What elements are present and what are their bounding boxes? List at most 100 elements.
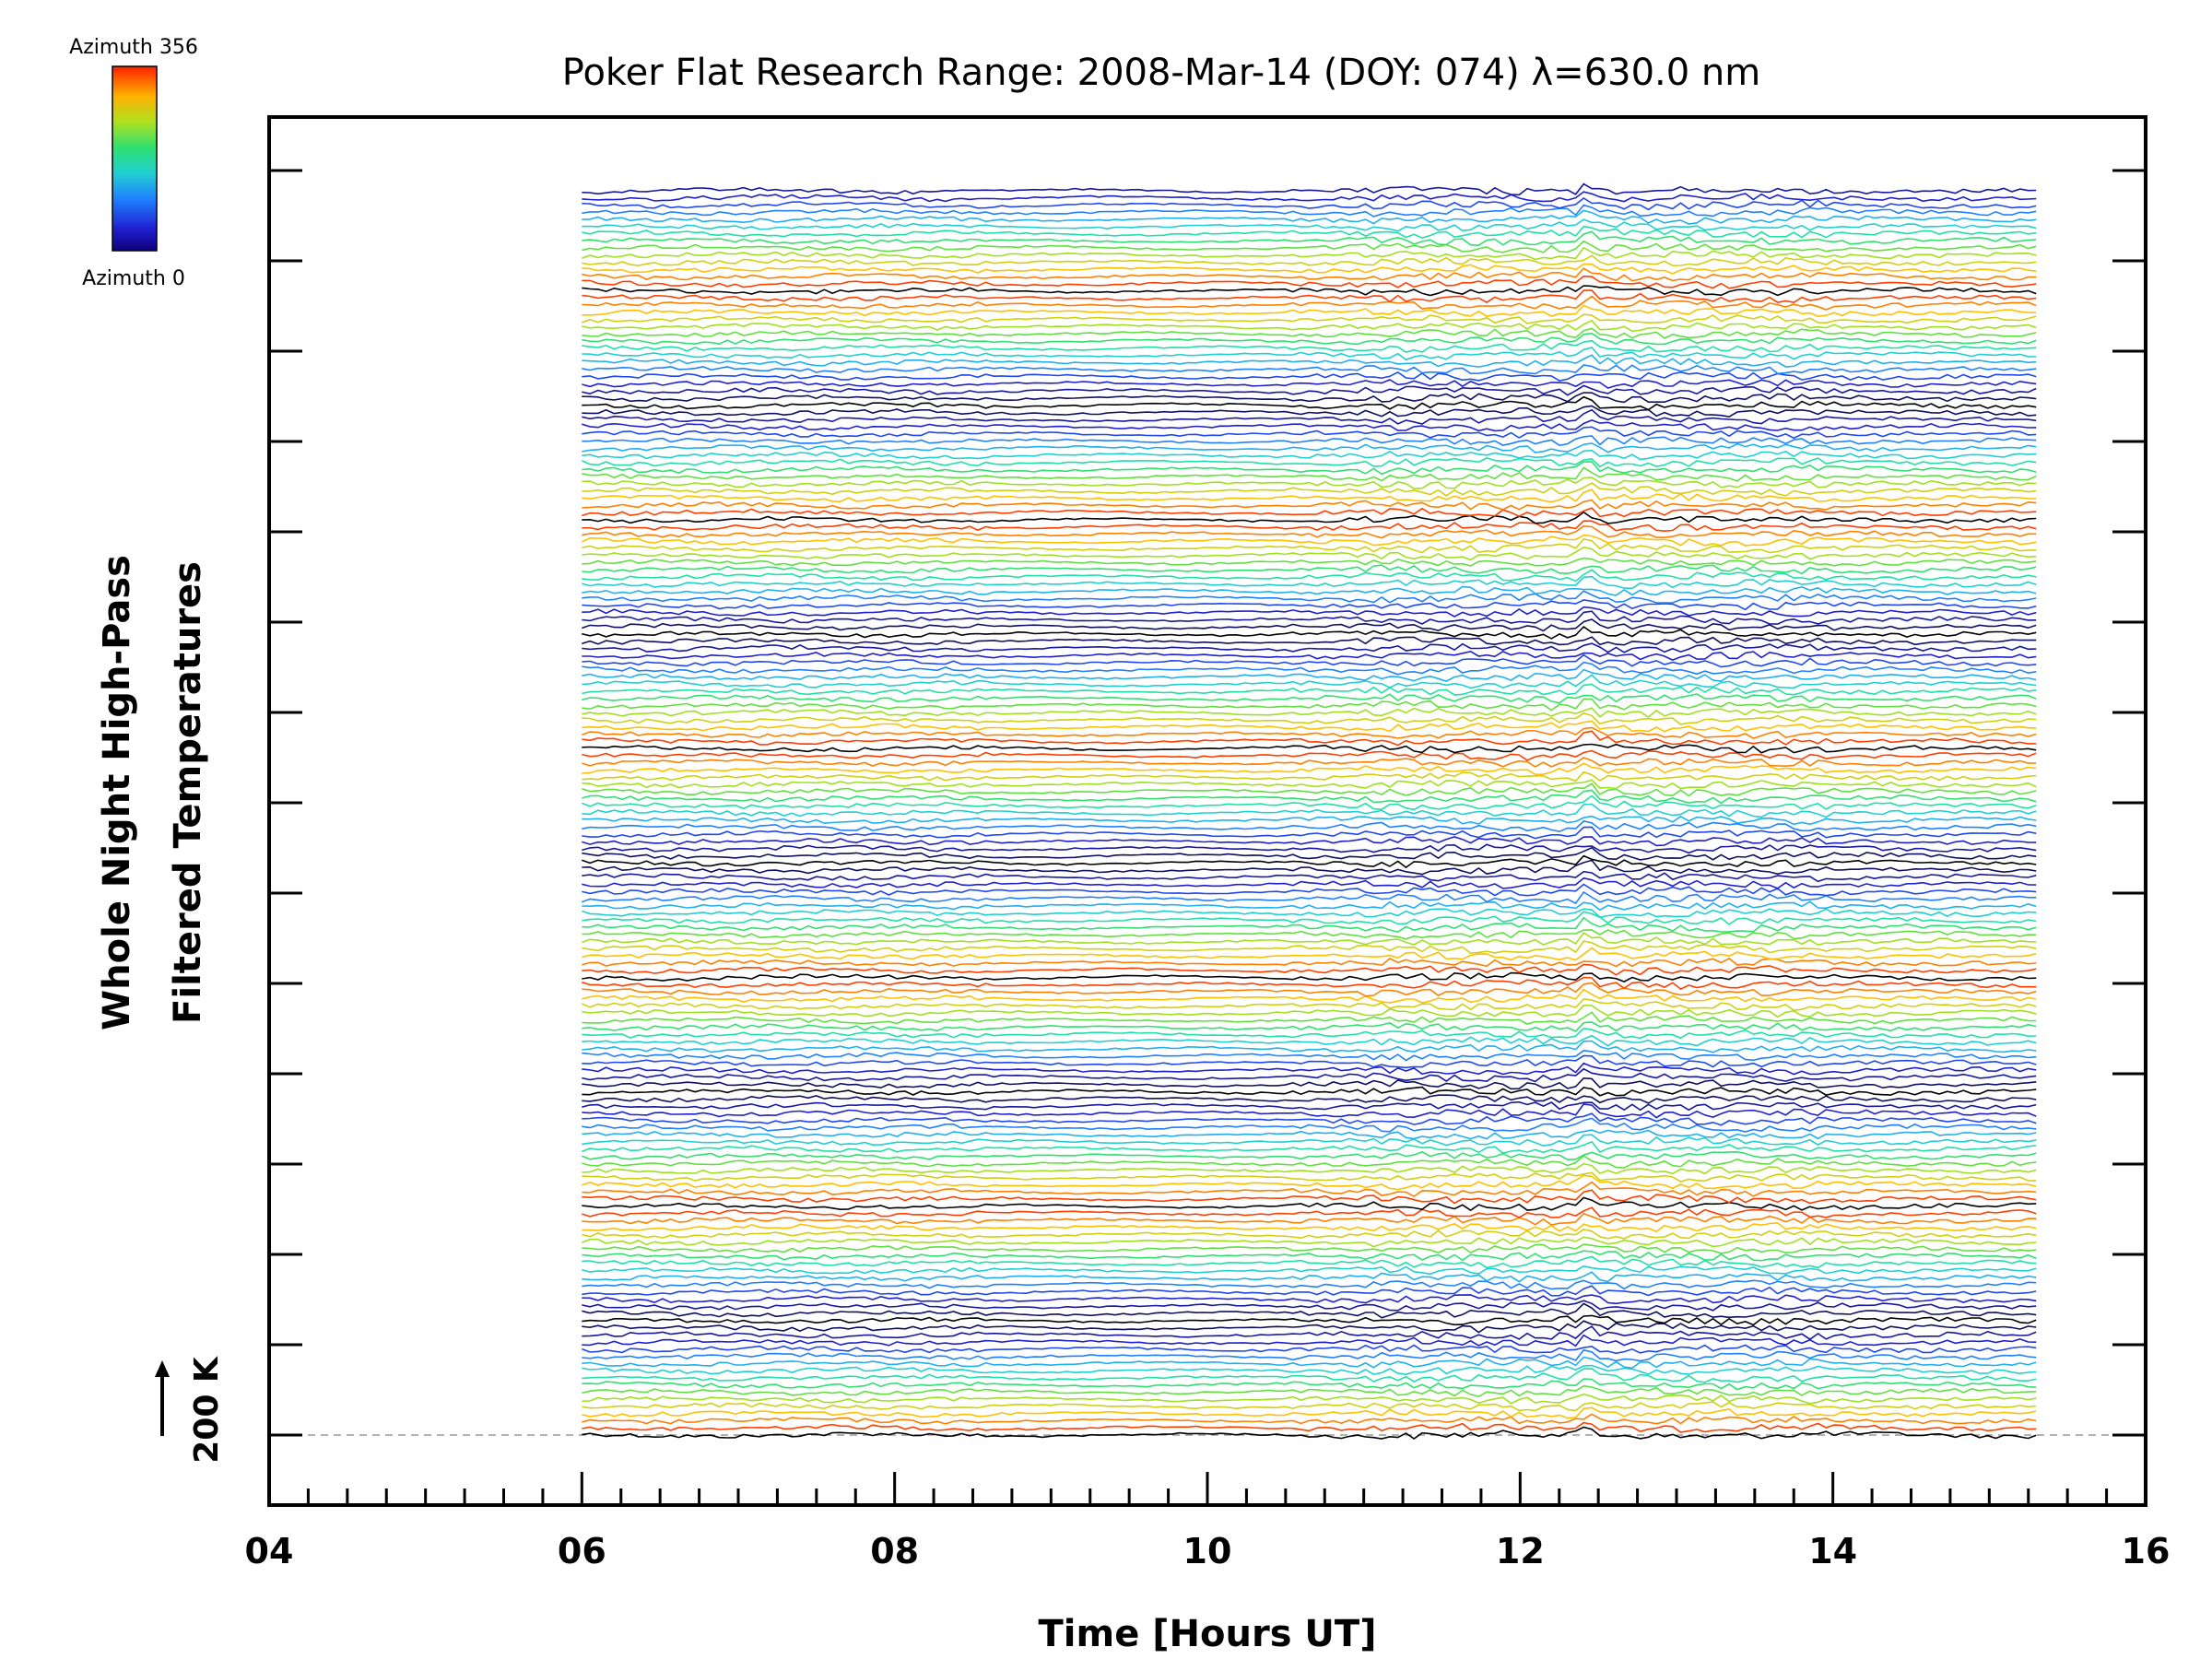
temperature-traces [581, 182, 2037, 1440]
temperature-trace [582, 1027, 2037, 1040]
temperature-trace [582, 1206, 2037, 1219]
temperature-trace [582, 371, 2037, 382]
temperature-trace [582, 743, 2037, 754]
temperature-trace [582, 1189, 2037, 1205]
temperature-trace [582, 1086, 2037, 1097]
temperature-trace [582, 1054, 2037, 1069]
temperature-trace [582, 1279, 2037, 1290]
temperature-trace [582, 1222, 2037, 1233]
temperature-trace [582, 1384, 2037, 1398]
temperature-trace [582, 1067, 2037, 1083]
y-axis-label-line2: Filtered Temperatures [167, 561, 209, 1024]
temperature-trace [582, 285, 2037, 297]
temperature-trace [582, 1212, 2037, 1226]
temperature-trace [582, 546, 2037, 561]
temperature-trace [582, 726, 2037, 739]
temperature-trace [582, 1117, 2037, 1133]
temperature-trace [582, 499, 2037, 511]
temperature-trace [582, 246, 2037, 261]
temperature-trace [582, 1162, 2037, 1175]
temperature-trace [582, 557, 2037, 567]
temperature-trace [582, 1413, 2037, 1425]
temperature-trace [582, 1378, 2037, 1391]
temperature-trace [582, 1250, 2037, 1262]
plot-frame [267, 115, 2147, 1507]
temperature-trace [582, 730, 2037, 747]
temperature-trace [582, 191, 2037, 203]
temperature-trace [582, 947, 2037, 961]
temperature-trace [582, 1348, 2037, 1362]
temperature-trace [581, 457, 2037, 468]
temperature-trace [582, 782, 2037, 797]
temperature-trace [582, 1062, 2037, 1076]
temperature-trace [582, 988, 2037, 1004]
temperature-trace [582, 275, 2037, 289]
temperature-trace [582, 347, 2037, 361]
temperature-trace [582, 1364, 2037, 1376]
temperature-trace [582, 846, 2037, 861]
temperature-trace [582, 1426, 2037, 1440]
temperature-trace [582, 204, 2037, 218]
temperature-trace [582, 940, 2037, 955]
temperature-trace [582, 1155, 2037, 1169]
temperature-trace [582, 1094, 2037, 1104]
temperature-trace [582, 854, 2037, 869]
temperature-trace [582, 461, 2037, 476]
x-tick-label: 10 [1183, 1531, 1232, 1571]
temperature-trace [582, 254, 2037, 267]
temperature-trace [582, 1077, 2037, 1090]
x-tick-label: 06 [558, 1531, 606, 1571]
y-axis-label-line1: Whole Night High-Pass [96, 555, 138, 1030]
temperature-trace [582, 1334, 2037, 1347]
temperature-trace [582, 610, 2037, 625]
temperature-trace [582, 916, 2037, 934]
temperature-trace [582, 963, 2037, 976]
temperature-trace [582, 1285, 2037, 1297]
temperature-trace [582, 1174, 2037, 1191]
temperature-trace [582, 636, 2037, 646]
temperature-trace [582, 1356, 2037, 1370]
temperature-trace [582, 757, 2037, 768]
temperature-trace [582, 606, 2037, 618]
y-ticks [269, 169, 2146, 1437]
temperature-trace [582, 1406, 2037, 1419]
x-tick-label: 12 [1496, 1531, 1545, 1571]
temperature-trace [582, 1393, 2037, 1405]
temperature-trace [582, 395, 2037, 411]
temperature-trace [582, 1196, 2037, 1212]
temperature-trace [582, 575, 2037, 590]
temperature-trace [582, 803, 2037, 818]
temperature-trace [582, 218, 2037, 232]
temperature-trace [582, 442, 2037, 453]
temperature-trace [582, 1011, 2037, 1025]
temperature-trace [582, 1140, 2037, 1154]
temperature-trace [582, 564, 2037, 575]
temperature-trace [582, 182, 2037, 196]
temperature-trace [582, 932, 2037, 947]
temperature-trace [582, 538, 2037, 554]
temperature-trace [582, 650, 2037, 661]
temperature-trace [582, 908, 2037, 918]
temperature-trace [582, 1004, 2037, 1018]
temperature-trace [582, 1134, 2037, 1147]
temperature-trace [582, 1271, 2037, 1283]
temperature-trace [581, 1150, 2037, 1161]
x-tick-label: 16 [2122, 1531, 2171, 1571]
temperature-trace [582, 982, 2037, 997]
temperature-trace [582, 1040, 2037, 1053]
temperature-trace [582, 482, 2037, 497]
temperature-trace [582, 384, 2037, 396]
temperature-trace [582, 267, 2037, 282]
temperature-trace [582, 779, 2037, 790]
temperature-trace [582, 642, 2037, 653]
temperature-trace [582, 1300, 2037, 1312]
temperature-trace [582, 1401, 2037, 1412]
temperature-trace [582, 1294, 2037, 1305]
temperature-trace [582, 668, 2037, 682]
temperature-trace [582, 971, 2037, 982]
temperature-trace [582, 585, 2037, 596]
temperature-trace [582, 712, 2037, 725]
temperature-trace [582, 674, 2037, 689]
temperature-trace [582, 304, 2037, 318]
temperature-trace [582, 295, 2037, 311]
